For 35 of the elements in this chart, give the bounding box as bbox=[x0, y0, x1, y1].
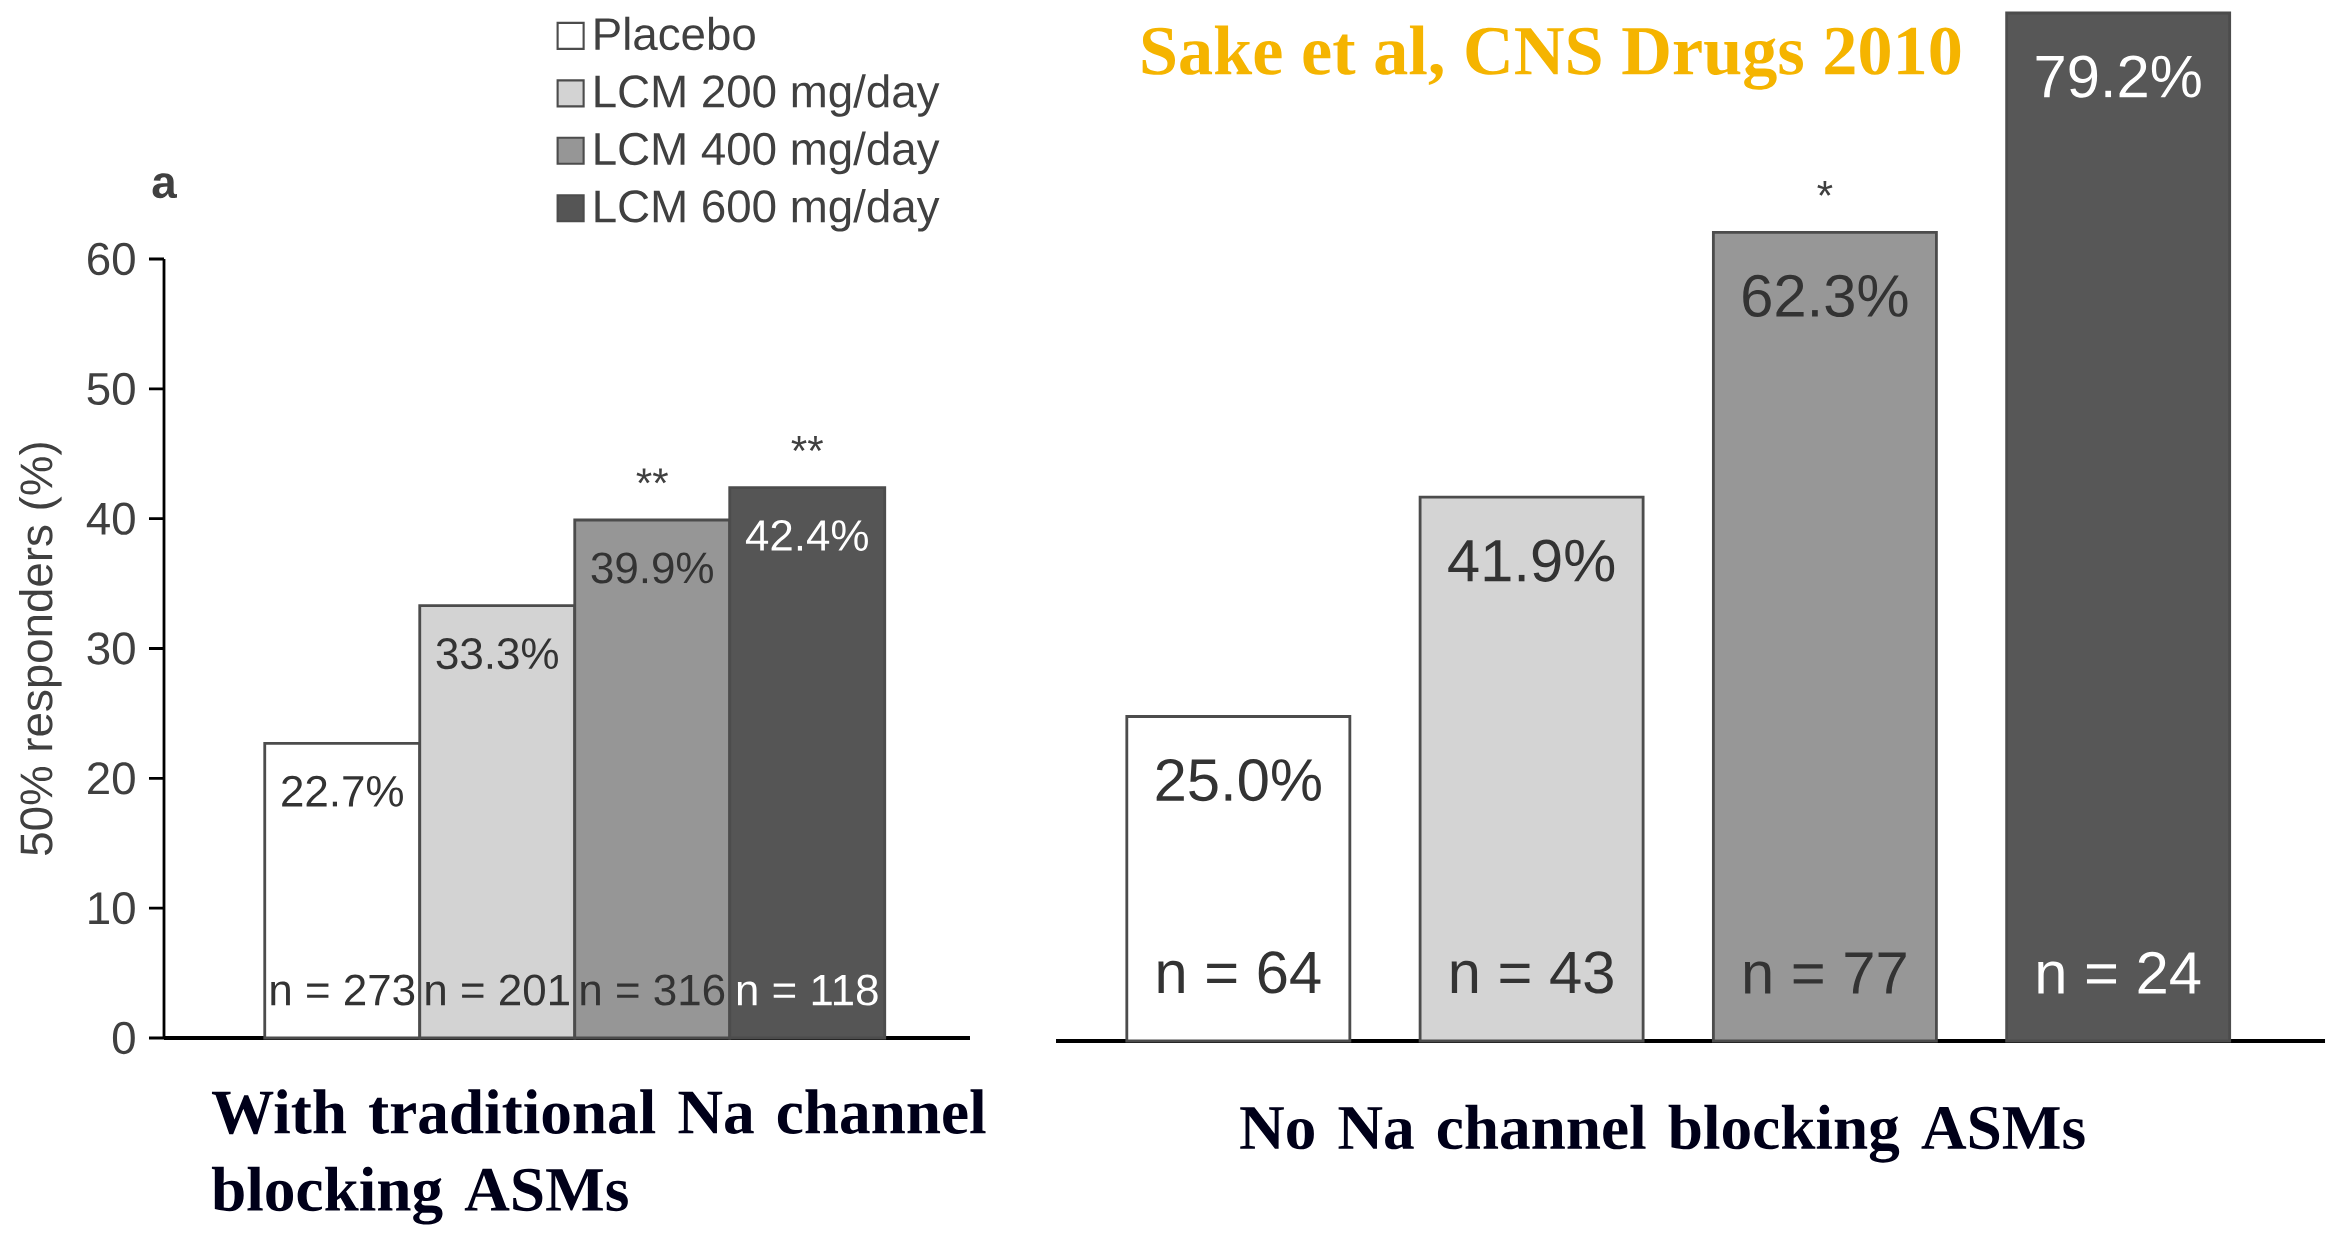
annotation: ** bbox=[791, 435, 823, 451]
data-label: 41.9% bbox=[1448, 539, 1615, 582]
annotation: n = 118 bbox=[737, 974, 878, 1006]
y-tick-label: 10 bbox=[89, 891, 135, 925]
annotation: ** bbox=[636, 468, 668, 484]
legend-label: LCM 600 mg/day bbox=[595, 188, 940, 232]
annotation: n = 24 bbox=[2038, 951, 2201, 994]
y-tick-label: 60 bbox=[88, 242, 135, 276]
data-label: 22.7% bbox=[282, 775, 403, 807]
y-tick-label: 50 bbox=[87, 372, 135, 405]
y-tick-label: 0 bbox=[112, 1021, 135, 1055]
data-label: 79.2% bbox=[2036, 55, 2201, 98]
annotation: Sake et al, CNS Drugs 2010 bbox=[1142, 25, 1961, 90]
chart-title: a bbox=[152, 173, 177, 199]
y-tick-label: 20 bbox=[88, 762, 135, 795]
annotation: n = 201 bbox=[426, 974, 569, 1006]
x-axis-title: With traditional Na channel blocking ASMs bbox=[211, 1089, 986, 1225]
y-tick-label: 30 bbox=[87, 632, 135, 665]
data-label: 62.3% bbox=[1743, 274, 1908, 317]
annotation: n = 43 bbox=[1451, 951, 1613, 994]
annotation: n = 316 bbox=[581, 974, 725, 1006]
y-axis-title: 50% responders (%) bbox=[19, 443, 62, 855]
legend-label: LCM 400 mg/day bbox=[595, 131, 940, 175]
data-label: 42.4% bbox=[745, 519, 868, 551]
annotation: * bbox=[1817, 180, 1833, 196]
legend-label: Placebo bbox=[595, 16, 755, 51]
legend-label: LCM 200 mg/day bbox=[595, 74, 940, 117]
y-tick-label: 40 bbox=[86, 502, 135, 535]
data-label: 33.3% bbox=[436, 637, 558, 670]
annotation: n = 77 bbox=[1744, 952, 1906, 994]
x-axis-title: No Na channel blocking ASMs bbox=[1240, 1104, 2085, 1163]
data-label: 25.0% bbox=[1156, 758, 1321, 802]
data-label: 39.9% bbox=[591, 552, 713, 584]
annotation: n = 273 bbox=[271, 974, 415, 1006]
annotation: n = 64 bbox=[1158, 951, 1321, 994]
